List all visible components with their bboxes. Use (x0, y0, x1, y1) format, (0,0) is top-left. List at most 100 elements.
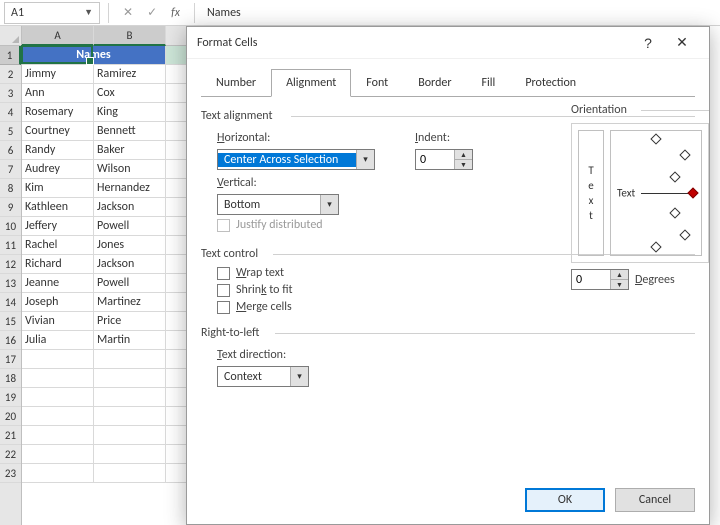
row-header[interactable]: 6 (0, 141, 21, 160)
row-header[interactable]: 21 (0, 426, 21, 445)
close-icon[interactable]: ✕ (665, 34, 699, 51)
tab-alignment[interactable]: Alignment (271, 69, 351, 97)
orientation-handle-icon[interactable] (687, 187, 698, 198)
tab-protection[interactable]: Protection (510, 69, 591, 97)
degrees-input[interactable] (572, 270, 610, 289)
cell[interactable] (94, 445, 166, 464)
tab-border[interactable]: Border (403, 69, 466, 97)
cell[interactable] (22, 350, 94, 369)
indent-spinner[interactable]: ▲▼ (415, 149, 473, 170)
row-header[interactable]: 2 (0, 65, 21, 84)
help-icon[interactable]: ? (631, 35, 665, 51)
select-all-triangle[interactable] (0, 26, 21, 46)
cell[interactable] (22, 369, 94, 388)
degrees-spinner[interactable]: ▲▼ (571, 269, 629, 290)
cell[interactable]: Price (94, 312, 166, 331)
row-header[interactable]: 7 (0, 160, 21, 179)
chevron-down-icon[interactable]: ▾ (356, 150, 374, 169)
spin-up-icon[interactable]: ▲ (611, 270, 628, 280)
row-header[interactable]: 10 (0, 217, 21, 236)
cell[interactable]: King (94, 103, 166, 122)
cell[interactable]: Jackson (94, 255, 166, 274)
cancel-button[interactable]: Cancel (615, 488, 695, 512)
cell[interactable]: Ann (22, 84, 94, 103)
row-header[interactable]: 8 (0, 179, 21, 198)
orientation-vertical-text[interactable]: Text (578, 130, 604, 256)
cell[interactable] (22, 445, 94, 464)
row-header[interactable]: 14 (0, 293, 21, 312)
cell[interactable] (22, 407, 94, 426)
row-header[interactable]: 17 (0, 350, 21, 369)
cell[interactable]: Jimmy (22, 65, 94, 84)
tab-font[interactable]: Font (351, 69, 403, 97)
cell[interactable]: Audrey (22, 160, 94, 179)
cell[interactable]: Joseph (22, 293, 94, 312)
cell[interactable]: Rachel (22, 236, 94, 255)
cell[interactable]: Powell (94, 217, 166, 236)
name-box-dropdown-icon[interactable]: ▼ (84, 7, 93, 18)
row-header[interactable]: 19 (0, 388, 21, 407)
row-header[interactable]: 15 (0, 312, 21, 331)
row-header[interactable]: 5 (0, 122, 21, 141)
name-box[interactable]: A1 ▼ (4, 2, 100, 24)
cell[interactable] (94, 426, 166, 445)
cell[interactable]: Jones (94, 236, 166, 255)
cell[interactable]: Kathleen (22, 198, 94, 217)
tab-number[interactable]: Number (201, 69, 271, 97)
cell[interactable] (22, 426, 94, 445)
row-header[interactable]: 4 (0, 103, 21, 122)
vertical-combo[interactable]: Bottom ▾ (217, 194, 339, 215)
cell[interactable]: Kim (22, 179, 94, 198)
formula-bar-value[interactable]: Names (199, 6, 720, 20)
column-header[interactable]: A (22, 26, 94, 46)
row-header[interactable]: 16 (0, 331, 21, 350)
merge-cells-checkbox[interactable]: Merge cells (217, 300, 695, 314)
orientation-arc[interactable]: Text (610, 130, 702, 256)
tab-fill[interactable]: Fill (467, 69, 511, 97)
row-header[interactable]: 18 (0, 369, 21, 388)
spin-up-icon[interactable]: ▲ (455, 150, 472, 160)
cell[interactable]: Richard (22, 255, 94, 274)
ok-button[interactable]: OK (525, 488, 605, 512)
cell[interactable]: Jeffery (22, 217, 94, 236)
horizontal-combo[interactable]: Center Across Selection ▾ (217, 149, 375, 170)
cell[interactable]: Jeanne (22, 274, 94, 293)
fx-icon[interactable]: fx (171, 6, 180, 20)
cell[interactable] (94, 407, 166, 426)
cell[interactable]: Vivian (22, 312, 94, 331)
cell[interactable]: Courtney (22, 122, 94, 141)
row-header[interactable]: 22 (0, 445, 21, 464)
cell[interactable]: Martin (94, 331, 166, 350)
row-header[interactable]: 9 (0, 198, 21, 217)
text-direction-combo[interactable]: Context ▾ (217, 366, 309, 387)
merged-header-cell[interactable]: Names (22, 46, 166, 65)
cell[interactable] (22, 388, 94, 407)
cell[interactable]: Wilson (94, 160, 166, 179)
row-header[interactable]: 13 (0, 274, 21, 293)
row-header[interactable]: 23 (0, 464, 21, 483)
cell[interactable]: Julia (22, 331, 94, 350)
cell[interactable] (94, 369, 166, 388)
cell[interactable] (94, 350, 166, 369)
spin-down-icon[interactable]: ▼ (611, 280, 628, 289)
cell[interactable]: Randy (22, 141, 94, 160)
cell[interactable]: Bennett (94, 122, 166, 141)
cell[interactable] (94, 388, 166, 407)
cell[interactable]: Cox (94, 84, 166, 103)
chevron-down-icon[interactable]: ▾ (290, 367, 308, 386)
row-header[interactable]: 20 (0, 407, 21, 426)
orientation-box[interactable]: Text Text (571, 123, 709, 263)
cancel-icon[interactable]: ✕ (123, 5, 133, 20)
row-header[interactable]: 1 (0, 46, 21, 65)
cell[interactable]: Rosemary (22, 103, 94, 122)
cell[interactable]: Powell (94, 274, 166, 293)
cell[interactable]: Martinez (94, 293, 166, 312)
indent-input[interactable] (416, 150, 454, 169)
row-header[interactable]: 12 (0, 255, 21, 274)
cell[interactable] (22, 464, 94, 483)
cell[interactable]: Ramirez (94, 65, 166, 84)
cell[interactable]: Baker (94, 141, 166, 160)
row-header[interactable]: 3 (0, 84, 21, 103)
spin-down-icon[interactable]: ▼ (455, 160, 472, 169)
row-header[interactable]: 11 (0, 236, 21, 255)
